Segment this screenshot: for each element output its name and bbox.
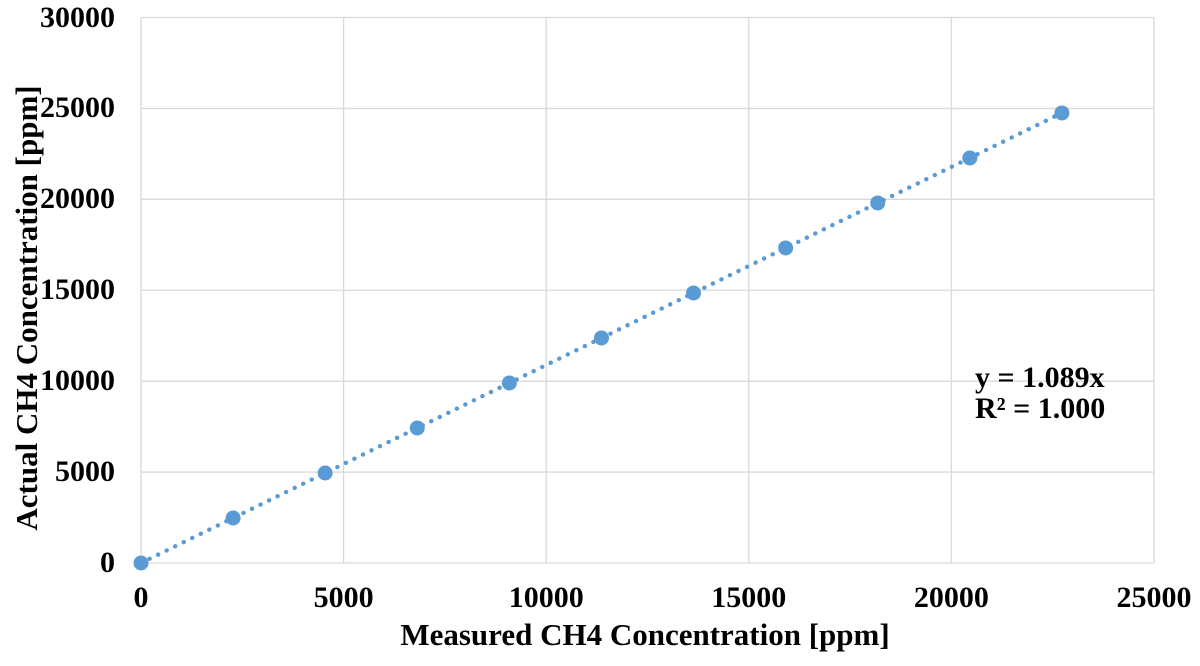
data-point-marker — [870, 195, 886, 211]
x-tick-label: 5000 — [313, 581, 374, 614]
data-point-marker — [686, 285, 702, 301]
y-tick-label: 10000 — [40, 364, 115, 398]
data-point-marker — [962, 150, 978, 166]
y-tick-label: 20000 — [40, 182, 115, 216]
trendline-equation: y = 1.089x R² = 1.000 — [975, 362, 1105, 424]
data-point-marker — [409, 420, 425, 436]
x-tick-label: 0 — [133, 581, 149, 614]
equation-line: y = 1.089x — [975, 361, 1105, 394]
data-point-marker — [1054, 105, 1070, 121]
y-tick-label: 0 — [100, 546, 115, 579]
r-squared-line: R² = 1.000 — [975, 392, 1106, 425]
x-tick-label: 10000 — [508, 581, 584, 614]
y-tick-label: 25000 — [40, 91, 115, 125]
x-tick-label: 25000 — [1116, 581, 1192, 614]
data-point-marker — [317, 465, 333, 481]
y-tick-label: 5000 — [55, 455, 115, 489]
data-point-marker — [133, 555, 149, 571]
y-tick-label: 30000 — [40, 0, 115, 34]
data-point-marker — [501, 375, 517, 391]
x-axis-title: Measured CH4 Concentration [ppm] — [400, 617, 890, 652]
y-tick-label: 15000 — [40, 273, 115, 307]
data-point-marker — [778, 240, 794, 256]
x-tick-label: 20000 — [913, 581, 989, 614]
data-point-marker — [593, 330, 609, 346]
data-point-marker — [225, 510, 241, 526]
x-tick-label: 15000 — [711, 581, 787, 614]
